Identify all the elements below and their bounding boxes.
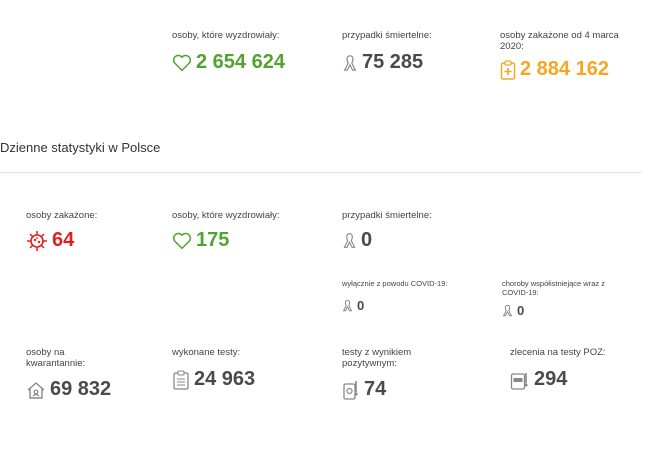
daily-deaths-label: przypadki śmiertelne: (342, 210, 432, 221)
total-deaths-value: 75 285 (362, 51, 424, 73)
daily-recovered-value: 175 (196, 229, 230, 251)
comorbid-value: 0 (517, 303, 525, 318)
covid-only-label: wyłącznie z powodu COVID-19: (342, 279, 448, 288)
daily-recovered: osoby, które wyzdrowiały: 175 (172, 210, 280, 252)
divider (0, 172, 642, 173)
heart-icon (172, 54, 192, 72)
tests-label: wykonane testy: (172, 347, 241, 358)
poz-order-icon (510, 370, 530, 390)
virus-icon (26, 230, 48, 252)
positive-value: 74 (364, 378, 387, 400)
ribbon-icon (342, 232, 357, 249)
daily-poz-orders: zlecenia na testy POZ: 294 (510, 347, 606, 391)
ribbon-icon (342, 54, 358, 72)
poz-value: 294 (534, 368, 568, 390)
quarantine-label-1: osoby na (26, 347, 65, 358)
daily-deaths-value: 0 (361, 229, 373, 251)
total-recovered-value: 2 654 624 (196, 51, 285, 73)
total-infected: osoby zakażone od 4 marca 2020: 2 884 16… (500, 30, 619, 81)
positive-label-1: testy z wynikiem (342, 347, 412, 358)
total-infected-label-2: 2020: (500, 41, 524, 52)
daily-positive-tests: testy z wynikiem pozytywnym: 74 (342, 347, 411, 401)
total-infected-label-1: osoby zakażone od 4 marca (500, 30, 619, 41)
positive-label-2: pozytywnym: (342, 358, 397, 369)
tests-value: 24 963 (194, 368, 256, 390)
comorbid-label-1: choroby współistniejące wraz z (502, 279, 605, 288)
daily-infected: osoby zakażone: 64 (26, 210, 97, 252)
total-infected-value: 2 884 162 (520, 58, 609, 80)
total-deaths: przypadki śmiertelne: 75 285 (342, 30, 432, 74)
ribbon-icon (502, 304, 513, 317)
test-kit-icon (342, 380, 360, 400)
total-recovered: osoby, które wyzdrowiały: 2 654 624 (172, 30, 285, 74)
daily-quarantine: osoby na kwarantannie: 69 832 (26, 347, 111, 401)
daily-tests: wykonane testy: 24 963 (172, 347, 255, 391)
daily-deaths: przypadki śmiertelne: 0 (342, 210, 432, 252)
clipboard-plus-icon (500, 59, 516, 80)
total-deaths-label: przypadki śmiertelne: (342, 30, 432, 41)
poz-label: zlecenia na testy POZ: (510, 347, 606, 358)
clipboard-list-icon (172, 369, 190, 390)
quarantine-value: 69 832 (50, 378, 112, 400)
covid-only-value: 0 (357, 298, 365, 313)
house-icon (26, 380, 46, 400)
total-recovered-label: osoby, które wyzdrowiały: (172, 30, 280, 41)
quarantine-label-2: kwarantannie: (26, 358, 86, 369)
section-title: Dzienne statystyki w Polsce (0, 140, 161, 155)
daily-covid-only: wyłącznie z powodu COVID-19: 0 (342, 279, 447, 313)
daily-infected-value: 64 (52, 229, 75, 251)
daily-comorbid: choroby współistniejące wraz z COVID-19:… (502, 279, 605, 318)
comorbid-label-2: COVID-19: (502, 288, 539, 297)
ribbon-icon (342, 299, 353, 312)
daily-recovered-label: osoby, które wyzdrowiały: (172, 210, 280, 221)
daily-infected-label: osoby zakażone: (26, 210, 98, 221)
heart-icon (172, 232, 192, 250)
